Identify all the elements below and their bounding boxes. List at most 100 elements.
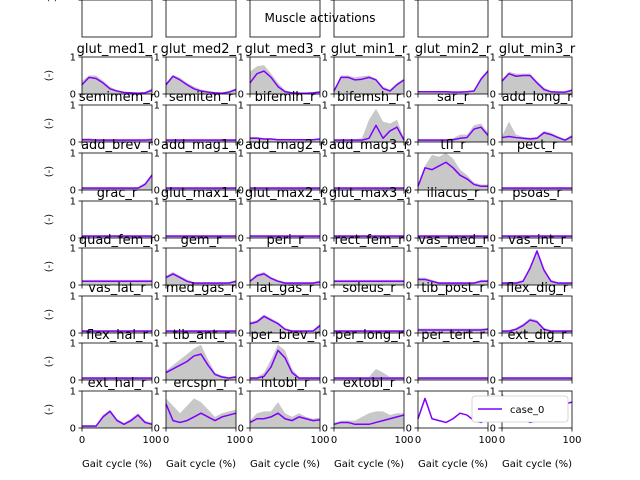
y-axis-label: (-) [44, 356, 55, 368]
y-tick-label: 0 [154, 138, 160, 149]
series-line-case_0 [81, 76, 153, 95]
y-tick-label: 0 [238, 234, 244, 245]
y-tick-label: 1 [490, 339, 496, 350]
x-tick-label: 0 [247, 435, 253, 446]
subplot-title: bifemsh_r [337, 90, 402, 105]
subplot: 010 100(-)Gait cycle (%)ext_hal_r [44, 376, 162, 470]
legend-entry-label: case_0 [510, 405, 544, 416]
y-tick-label: 1 [154, 339, 160, 350]
axes-frame [81, 104, 153, 143]
series-line-case_0 [249, 273, 321, 284]
axes-frame [333, 56, 405, 95]
y-tick-label: 0 [490, 138, 496, 149]
y-tick-label: 0 [490, 186, 496, 197]
axes-frame [417, 152, 489, 191]
x-tick-label: 100 [310, 435, 329, 446]
y-tick-label: 0 [322, 186, 328, 197]
y-tick-label: 1 [70, 244, 76, 255]
y-tick-label: 1 [154, 101, 160, 112]
y-tick-label: 0 [154, 281, 160, 292]
axes-frame [333, 152, 405, 191]
x-tick-label: 100 [478, 435, 497, 446]
y-tick-label: 0 [322, 329, 328, 340]
subplot-title: glut_max3_r [329, 186, 410, 201]
series-line-case_0 [249, 70, 321, 95]
axes-frame [249, 56, 321, 95]
y-axis-label: (-) [44, 70, 55, 82]
y-tick-label: 1 [322, 53, 328, 64]
y-axis-label: (-) [44, 118, 55, 130]
y-tick-label: 0 [238, 376, 244, 387]
subplot: 01 [322, 0, 405, 38]
y-tick-label: 1 [490, 149, 496, 160]
subplot-title: rect_fem_r [335, 233, 405, 248]
subplot-grid: 01(-)glut_med1_r01glut_med2_r01glut_med3… [44, 0, 582, 470]
y-tick-label: 1 [406, 387, 412, 398]
axes-frame [165, 390, 237, 429]
subplot: 01(-)add_brev_r [44, 138, 154, 197]
y-tick-label: 1 [322, 197, 328, 208]
subplot-title: gem_r [181, 233, 222, 248]
subplot: 01 [490, 0, 573, 38]
series-line-case_0 [418, 126, 489, 141]
axes-frame [249, 342, 321, 381]
x-tick-label: 0 [79, 435, 85, 446]
axes-frame [81, 295, 153, 334]
axes-frame [417, 200, 489, 239]
axes-frame [501, 104, 573, 143]
axes-frame [81, 56, 153, 95]
y-tick-label: 0 [406, 90, 412, 101]
x-tick-label: 100 [562, 435, 581, 446]
y-tick-label: 0 [490, 424, 496, 435]
y-tick-label: 1 [322, 292, 328, 303]
y-tick-label: 1 [70, 53, 76, 64]
series-line-case_0 [418, 278, 488, 284]
y-tick-label: 0 [70, 376, 76, 387]
y-tick-label: 0 [406, 424, 412, 435]
y-tick-label: 1 [154, 0, 160, 3]
y-axis-label: (-) [46, 0, 58, 3]
axes-frame [249, 152, 321, 191]
subplot-title: bifemlh_r [255, 90, 316, 105]
axes-frame [249, 104, 321, 143]
y-tick-label: 0 [406, 186, 412, 197]
y-tick-label: 1 [238, 0, 244, 3]
subplot-title: glut_min3_r [499, 42, 576, 57]
y-tick-label: 0 [406, 376, 412, 387]
axes-frame [333, 247, 405, 286]
subplot: 01 [238, 0, 321, 38]
y-tick-label: 1 [70, 0, 76, 3]
y-tick-label: 0 [406, 138, 412, 149]
reference-band [166, 272, 236, 285]
reference-band [250, 402, 320, 428]
series-line-case_0 [502, 250, 572, 284]
subplot: 01(-)quad_fem_r [44, 233, 156, 292]
legend[interactable]: case_0 [471, 395, 569, 423]
y-tick-label: 0 [322, 281, 328, 292]
axes-frame [165, 342, 237, 381]
y-tick-label: 0 [238, 329, 244, 340]
subplot: 01(-)semimem_r [44, 90, 156, 149]
y-tick-label: 0 [406, 234, 412, 245]
y-tick-label: 1 [322, 101, 328, 112]
series-line-case_0 [82, 410, 153, 427]
subplot-title: tib_post_r [421, 281, 485, 296]
subplot-title: glut_med3_r [245, 42, 326, 57]
subplot-title: intobl_r [261, 376, 310, 391]
y-tick-label: 1 [490, 53, 496, 64]
